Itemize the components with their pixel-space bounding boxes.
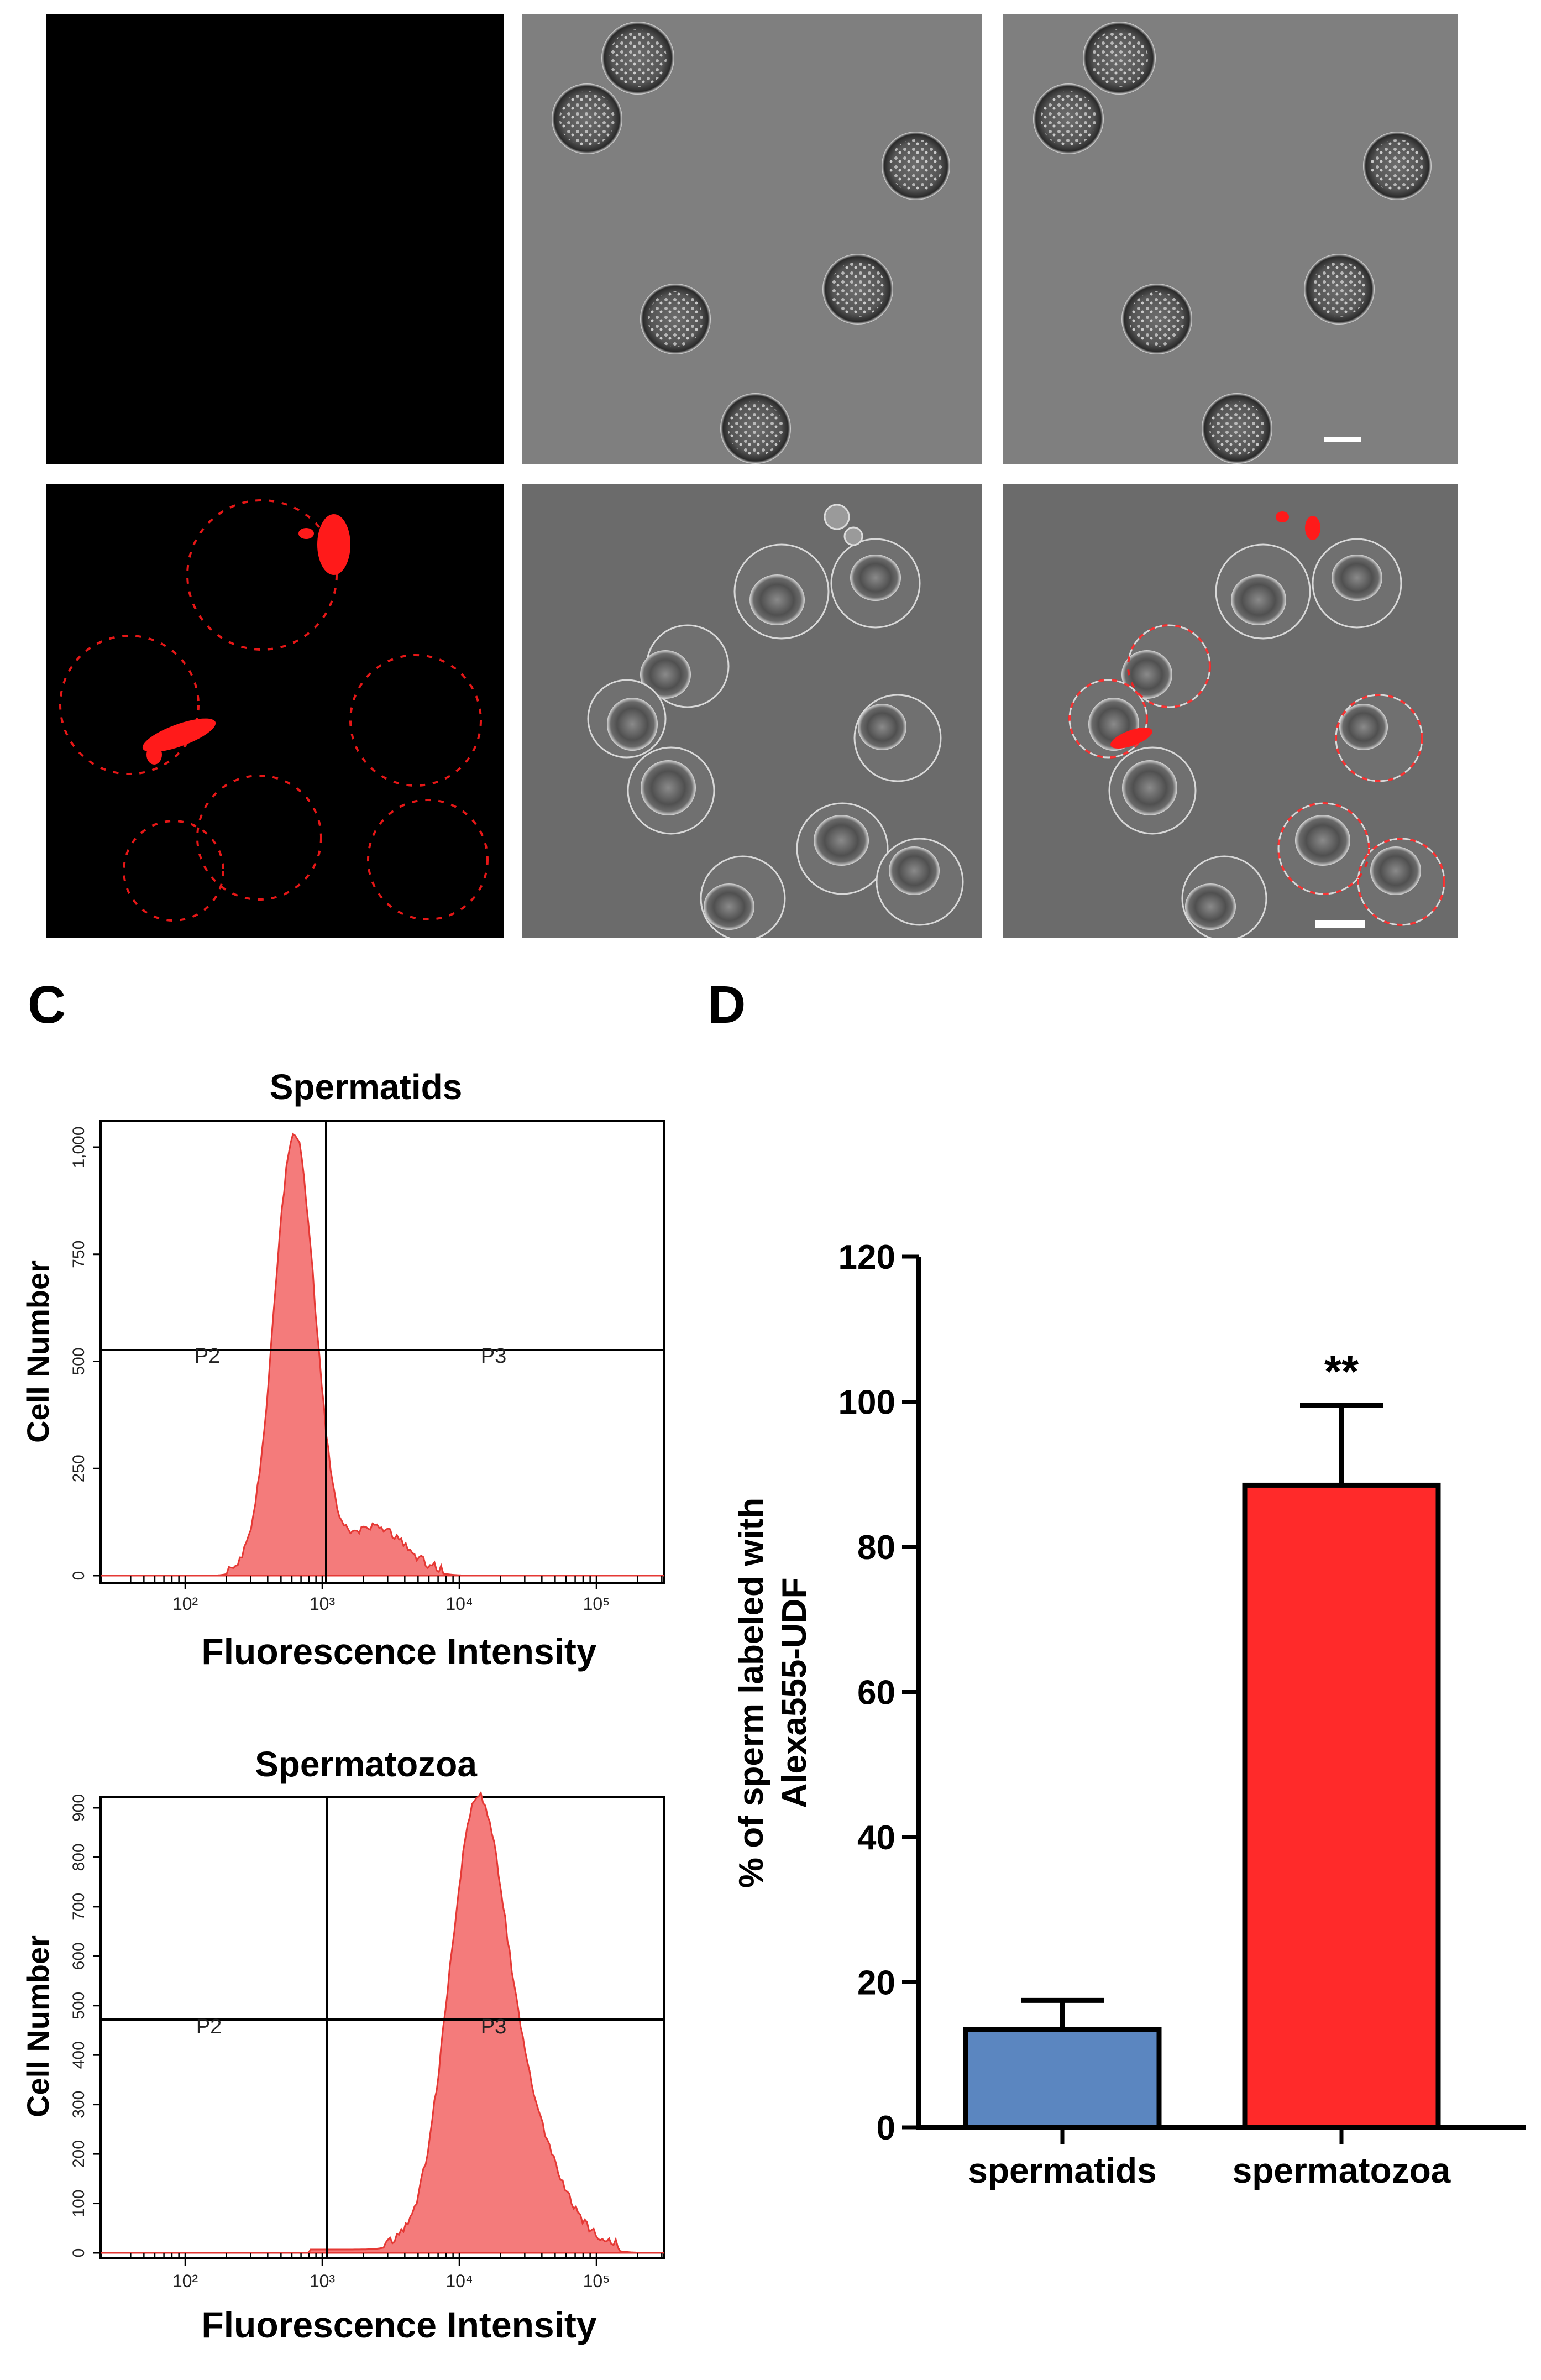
bar-ytick-label: 0 [877, 2109, 895, 2147]
bar-spermatozoa [1242, 1482, 1441, 2130]
bar-ylabel-line2: Alexa555-UDF [775, 1578, 814, 1808]
flow-top-ytick-label: 250 [70, 1455, 88, 1482]
flow-top-histogram [101, 1132, 664, 1577]
panel-letter-c: C [28, 975, 66, 1034]
flow-top-ylabel: Cell Number [20, 1260, 55, 1443]
bar-ytick-label: 120 [838, 1238, 895, 1277]
flow-bottom-gate-p2: P2 [196, 2015, 222, 2038]
bar-ylabel: % of sperm labeled with Alexa555-UDF [732, 1498, 814, 1888]
micrograph-a-brightfield [522, 14, 982, 464]
flow-bottom-ytick-label: 0 [70, 2248, 88, 2258]
flow-top-ytick-label: 0 [70, 1571, 88, 1581]
bar-xtick-label-spermatids: spermatids [968, 2151, 1156, 2190]
bar-marks [963, 1403, 1441, 2144]
bar-ytick-label: 80 [857, 1529, 895, 1567]
flow-bottom-gate-p3: P3 [481, 2015, 506, 2038]
micrograph-b-merge [1003, 484, 1458, 938]
bar-chart-labeling: 0 20 40 60 80 100 120 spermatids spermatozoa **… [732, 1238, 1526, 2190]
flow-top-xlabel: Fluorescence Intensity [201, 1631, 597, 1672]
cells-a-brightfield [552, 22, 950, 464]
cells-b-brightfield [587, 504, 964, 938]
flow-bottom-ytick-label: 300 [70, 2091, 88, 2119]
scale-bar-b [1315, 920, 1365, 928]
flow-top-ytick-label: 1,000 [70, 1126, 88, 1168]
flow-bottom-ytick-label: 100 [70, 2190, 88, 2217]
bar-ytick-label: 60 [857, 1674, 895, 1712]
flow-bottom-xtick-label: 10⁵ [583, 2271, 610, 2291]
flow-bottom-histogram [101, 1791, 664, 2254]
flow-bottom-xtick-label: 10² [172, 2271, 198, 2291]
scale-bar [1324, 437, 1361, 442]
micrograph-a-fluorescence [46, 14, 504, 464]
bar-ylabel-line1: % of sperm labeled with [732, 1498, 770, 1888]
micrograph-b-fluorescence [46, 484, 504, 938]
flow-top-xtick-label: 10⁵ [583, 1594, 610, 1614]
flow-top-xtick-label: 10⁴ [445, 1594, 473, 1614]
flow-bottom-x-ticks: 10² 10³ 10⁴ 10⁵ [130, 2253, 663, 2291]
flow-bottom-ytick-label: 800 [70, 1843, 88, 1871]
flow-top-ytick-label: 500 [70, 1347, 88, 1375]
flow-bottom-ylabel: Cell Number [20, 1935, 55, 2117]
flow-bottom-xlabel: Fluorescence Intensity [201, 2304, 597, 2345]
flow-top-xtick-label: 10² [172, 1594, 198, 1614]
bar-ytick-label: 40 [857, 1819, 895, 1857]
flow-top-ytick-label: 750 [70, 1241, 88, 1268]
flow-top-gate-p2: P2 [195, 1345, 220, 1368]
bar-ytick-label: 100 [838, 1384, 895, 1422]
bar-xtick-label-spermatozoa: spermatozoa [1233, 2151, 1451, 2190]
flow-bottom-xtick-label: 10⁴ [445, 2271, 473, 2291]
flow-bottom-xtick-label: 10³ [310, 2271, 336, 2291]
flow-top-gate-p3: P3 [481, 1345, 506, 1368]
flow-bottom-y-ticks: 0 100 200 300 400 500 600 700 800 900 [70, 1794, 101, 2257]
flow-top-x-ticks: 10² 10³ 10⁴ 10⁵ [130, 1576, 663, 1614]
flow-bottom-title: Spermatozoa [255, 1744, 477, 1784]
flow-bottom-ytick-label: 600 [70, 1942, 88, 1970]
flow-bottom-plot-frame [99, 1796, 665, 2259]
bar-ytick-label: 20 [857, 1964, 895, 2002]
bar-spermatids [963, 2027, 1162, 2130]
micrograph-b-brightfield [522, 484, 982, 938]
flow-top-title: Spermatids [270, 1067, 463, 1107]
bar-y-ticks: 0 20 40 60 80 100 120 [838, 1238, 919, 2147]
flow-bottom-ytick-label: 900 [70, 1794, 88, 1822]
cells-a-merge [1033, 22, 1432, 464]
flow-bottom-ytick-label: 400 [70, 2041, 88, 2069]
cells-b-merge [1068, 511, 1445, 938]
flow-bottom-ytick-label: 200 [70, 2140, 88, 2168]
flow-bottom-ytick-label: 700 [70, 1893, 88, 1921]
flow-bottom-ytick-label: 500 [70, 1992, 88, 2020]
bar-x-labels: spermatids spermatozoa [968, 2151, 1451, 2190]
flow-top-plot-frame [99, 1120, 665, 1584]
flow-chart-spermatozoa: Spermatozoa P2 P3 0 100 200 300 400 500 600 700… [20, 1744, 665, 2345]
panel-letter-d: D [707, 975, 746, 1034]
membrane-stain-b [59, 499, 489, 922]
flow-top-y-ticks: 0 250 500 750 1,000 [70, 1126, 101, 1580]
micrograph-a-merge [1003, 14, 1458, 464]
flow-top-xtick-label: 10³ [310, 1594, 336, 1614]
bar-significance: ** [1324, 1347, 1359, 1396]
